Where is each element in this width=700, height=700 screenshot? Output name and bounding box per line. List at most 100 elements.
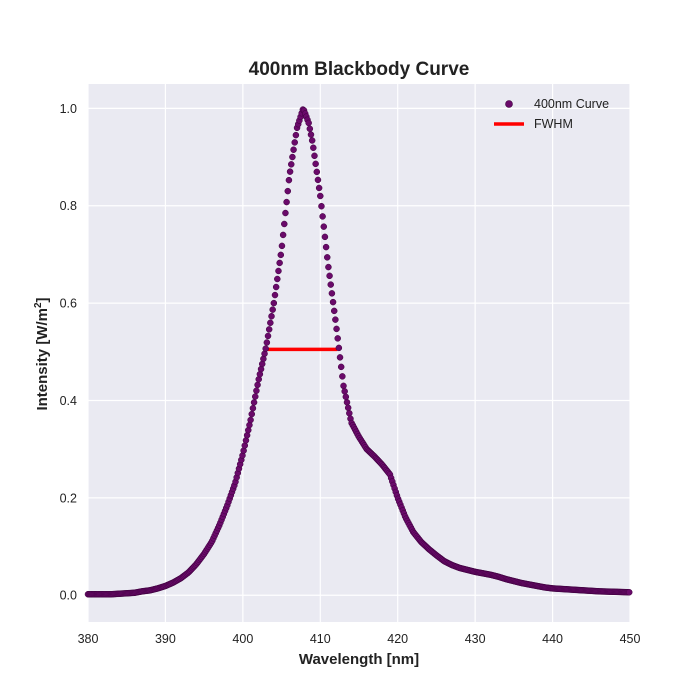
data-point <box>340 382 347 390</box>
data-point <box>332 316 339 323</box>
data-point <box>341 388 348 395</box>
data-point <box>250 399 258 406</box>
data-point <box>318 202 325 210</box>
data-point <box>291 139 298 146</box>
data-point <box>282 209 289 217</box>
data-point <box>320 223 328 230</box>
data-point <box>269 306 276 313</box>
data-point <box>277 251 285 259</box>
data-point <box>247 416 254 424</box>
x-tick-label: 430 <box>465 632 486 646</box>
data-point <box>337 363 345 371</box>
data-point <box>278 242 286 250</box>
data-point <box>271 291 279 299</box>
x-tick-label: 410 <box>310 632 331 646</box>
legend: 400nm Curve FWHM <box>494 97 609 131</box>
legend-label-fwhm: FWHM <box>534 117 573 131</box>
data-point <box>333 325 340 333</box>
data-point <box>344 404 352 412</box>
y-axis-label-sup: 2 <box>33 302 44 308</box>
data-point <box>252 393 259 400</box>
data-point <box>274 275 281 283</box>
y-tick-label: 0.8 <box>60 199 77 213</box>
data-point <box>308 137 316 144</box>
data-point <box>306 125 314 133</box>
data-point <box>314 176 322 184</box>
x-tick-label: 420 <box>387 632 408 646</box>
data-point <box>625 589 633 596</box>
data-point <box>305 119 312 127</box>
data-point <box>253 387 260 394</box>
data-point <box>334 335 341 342</box>
data-point <box>328 290 336 297</box>
data-point <box>268 312 275 320</box>
data-point <box>254 381 261 389</box>
data-point <box>292 131 300 139</box>
data-point <box>265 326 273 333</box>
tick-labels: 380 390 400 410 420 430 440 450 0.0 0.2 0.4 0.6 0.8 1… <box>60 102 641 646</box>
x-tick-label: 440 <box>542 632 563 646</box>
data-point <box>342 393 350 401</box>
data-point <box>290 146 297 153</box>
data-point <box>311 152 318 160</box>
data-point <box>288 161 295 168</box>
y-tick-label: 0.2 <box>60 491 77 505</box>
legend-label-curve: 400nm Curve <box>534 97 609 111</box>
data-point <box>272 283 280 291</box>
data-points <box>84 106 633 598</box>
y-tick-label: 1.0 <box>60 102 77 116</box>
y-axis-label-close: ] <box>34 297 51 302</box>
data-point <box>327 281 334 288</box>
x-axis-label: Wavelength [nm] <box>299 651 419 668</box>
data-point <box>322 243 330 251</box>
x-tick-label: 450 <box>620 632 641 646</box>
y-tick-label: 0.6 <box>60 297 77 311</box>
data-point <box>326 272 333 280</box>
data-point <box>267 319 274 327</box>
data-point <box>317 192 324 200</box>
data-point <box>284 187 292 195</box>
chart-title: 400nm Blackbody Curve <box>249 59 470 80</box>
data-point <box>339 373 346 380</box>
data-point <box>275 267 282 275</box>
data-point <box>249 405 257 412</box>
grid <box>87 84 631 622</box>
data-point <box>329 298 337 306</box>
data-point <box>336 354 344 361</box>
data-point <box>283 198 290 206</box>
data-point <box>276 259 283 267</box>
data-point <box>285 176 293 184</box>
data-point <box>279 231 287 239</box>
data-point <box>324 254 331 261</box>
data-point <box>313 168 321 176</box>
data-point <box>321 233 329 241</box>
plot-area <box>88 84 630 622</box>
x-tick-label: 390 <box>155 632 176 646</box>
legend-marker-curve <box>505 100 513 108</box>
data-point <box>263 339 271 346</box>
data-point <box>262 345 269 352</box>
data-point <box>343 399 351 406</box>
data-point <box>281 220 288 228</box>
data-point <box>315 184 323 192</box>
data-point <box>346 410 353 417</box>
data-point <box>312 160 319 168</box>
data-point <box>307 131 315 138</box>
y-axis-label: Intensity [W/m2] <box>33 297 51 410</box>
data-point <box>286 168 294 175</box>
y-tick-label: 0.4 <box>60 394 77 408</box>
x-tick-label: 380 <box>78 632 99 646</box>
y-axis-label-main: Intensity [W/m <box>34 308 51 411</box>
data-point <box>319 213 326 220</box>
data-point <box>264 332 272 340</box>
data-point <box>310 144 317 152</box>
y-tick-label: 0.0 <box>60 589 77 603</box>
data-point <box>289 153 296 161</box>
data-point <box>325 263 332 271</box>
data-point <box>335 344 343 352</box>
data-point <box>330 307 338 315</box>
data-point <box>270 299 278 307</box>
x-tick-label: 400 <box>232 632 253 646</box>
data-point <box>248 410 256 418</box>
